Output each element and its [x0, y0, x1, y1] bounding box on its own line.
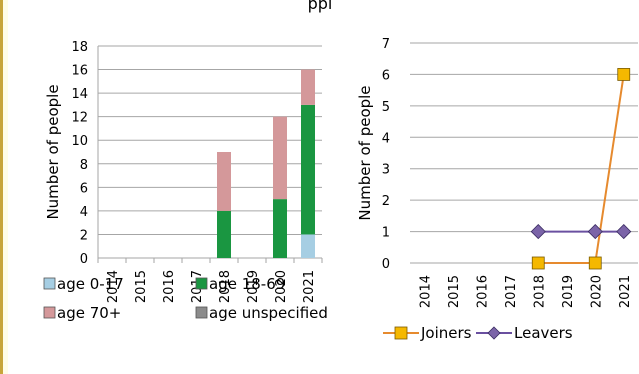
line-y-tick-label: 3 [382, 163, 390, 178]
joiners-marker [617, 68, 631, 81]
legend-label: age 70+ [57, 304, 121, 322]
joiners-marker [531, 256, 545, 270]
legend-label: Leavers [514, 324, 573, 342]
bar-y-axis-label: Number of people [44, 84, 62, 219]
bar-segment [217, 152, 231, 211]
line-y-tick-label: 0 [382, 257, 390, 272]
legend-label: age unspecified [209, 304, 328, 322]
bar-x-tick-label: 2016 [162, 270, 177, 303]
bar-segment [273, 116, 287, 200]
line-y-tick-label: 2 [382, 194, 390, 209]
legend-marker [487, 326, 501, 340]
frame-border [0, 0, 3, 374]
legend-label: age 18-69 [209, 275, 285, 293]
line-x-tick-label: 2019 [561, 275, 576, 308]
line-y-tick-label: 7 [382, 37, 390, 52]
bar-y-tick-label: 10 [71, 134, 88, 149]
bar-x-tick-label: 2014 [106, 270, 121, 303]
bar-y-tick-label: 8 [80, 158, 88, 173]
line-y-tick-label: 5 [382, 100, 390, 115]
bar-y-tick-label: 4 [80, 205, 88, 220]
line-x-tick-label: 2020 [589, 275, 604, 308]
line-x-tick-label: 2014 [418, 275, 433, 308]
bar-y-tick-label: 2 [80, 228, 88, 243]
legend-marker [394, 326, 408, 340]
line-y-tick-label: 6 [382, 68, 390, 83]
line-y-tick-label: 1 [382, 226, 390, 241]
page-title: ppi [307, 0, 333, 13]
bar-y-tick-label: 14 [71, 87, 88, 102]
bar-x-tick-label: 2020 [274, 270, 289, 303]
bar-x-tick-label: 2015 [134, 270, 149, 303]
line-y-tick-label: 4 [382, 131, 390, 146]
leavers-marker [616, 224, 632, 240]
legend-swatch [195, 277, 208, 290]
bar-segment [301, 234, 315, 258]
legend-swatch [43, 277, 56, 290]
legend-label: age 0-17 [57, 275, 124, 293]
bar-segment [301, 69, 315, 105]
bar-y-tick-label: 0 [80, 252, 88, 267]
bar-y-tick-label: 16 [71, 64, 88, 79]
bar-segment [301, 104, 315, 235]
line-x-tick-label: 2015 [447, 275, 462, 308]
bar-segment [217, 210, 231, 258]
bar-x-tick-label: 2018 [218, 270, 233, 303]
line-x-tick-label: 2021 [618, 275, 633, 308]
legend-swatch [43, 306, 56, 319]
leavers-marker [587, 224, 603, 240]
bar-segment [273, 199, 287, 258]
legend-swatch [195, 306, 208, 319]
bar-x-tick-label: 2019 [246, 270, 261, 303]
line-y-axis-label: Number of people [356, 85, 374, 220]
bar-y-tick-label: 6 [80, 181, 88, 196]
line-x-tick-label: 2017 [504, 275, 519, 308]
bar-y-tick-label: 12 [71, 111, 88, 126]
legend-label: Joiners [420, 324, 472, 342]
bar-y-tick-label: 18 [71, 40, 88, 55]
joiners-marker [588, 256, 602, 270]
line-x-tick-label: 2018 [532, 275, 547, 308]
bar-x-tick-label: 2021 [302, 270, 317, 303]
line-x-tick-label: 2016 [475, 275, 490, 308]
leavers-marker [530, 224, 546, 240]
